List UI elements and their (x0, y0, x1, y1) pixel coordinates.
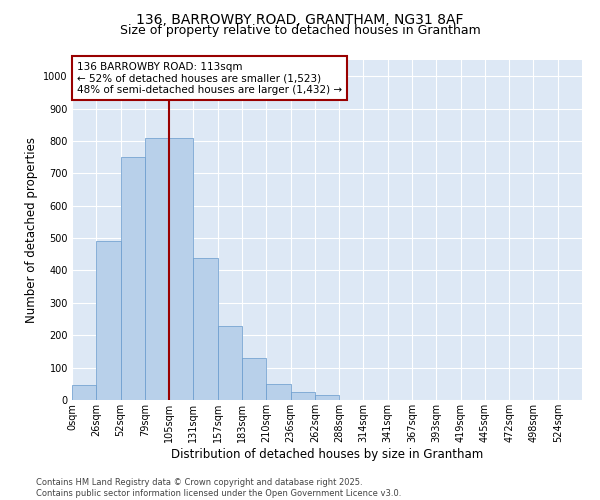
Bar (169, 138, 193, 400)
Bar (72, 386, 96, 400)
Bar (145, 138, 169, 400)
Bar (96, 242, 121, 400)
Bar (193, 258, 218, 400)
Bar (242, 358, 266, 400)
Text: Contains HM Land Registry data © Crown copyright and database right 2025.
Contai: Contains HM Land Registry data © Crown c… (36, 478, 401, 498)
X-axis label: Distribution of detached houses by size in Grantham: Distribution of detached houses by size … (171, 448, 483, 460)
Bar (121, 157, 145, 400)
Text: Size of property relative to detached houses in Grantham: Size of property relative to detached ho… (119, 24, 481, 37)
Y-axis label: Number of detached properties: Number of detached properties (25, 137, 38, 323)
Bar (290, 392, 315, 400)
Bar (315, 395, 339, 400)
Bar (266, 384, 290, 400)
Text: 136 BARROWBY ROAD: 113sqm
← 52% of detached houses are smaller (1,523)
48% of se: 136 BARROWBY ROAD: 113sqm ← 52% of detac… (77, 62, 342, 95)
Bar (218, 326, 242, 400)
Text: 136, BARROWBY ROAD, GRANTHAM, NG31 8AF: 136, BARROWBY ROAD, GRANTHAM, NG31 8AF (136, 12, 464, 26)
